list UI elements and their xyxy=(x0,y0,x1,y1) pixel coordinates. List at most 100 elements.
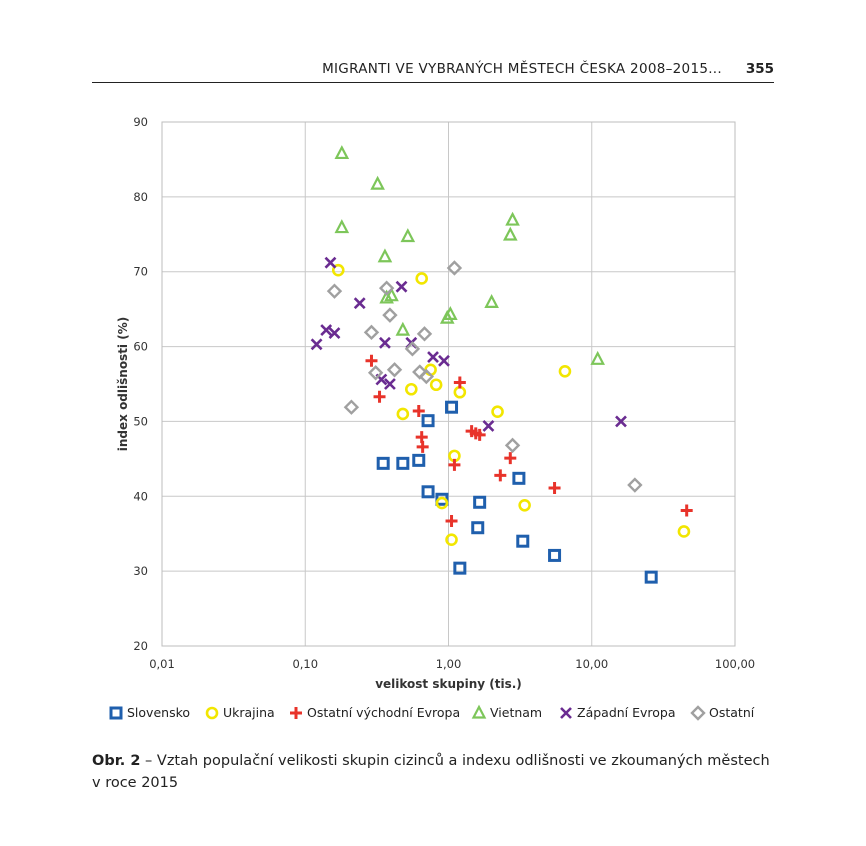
point-diamond xyxy=(378,280,395,296)
legend-label: Slovensko xyxy=(127,705,190,720)
point-plus xyxy=(412,404,425,417)
point-square xyxy=(421,414,435,428)
point-x xyxy=(482,420,495,432)
point-diamond xyxy=(404,341,421,357)
point-square xyxy=(512,471,526,485)
point-diamond xyxy=(367,365,384,381)
point-x xyxy=(427,351,439,363)
point-diamond xyxy=(363,324,380,341)
point-square xyxy=(396,456,410,470)
point-diamond xyxy=(504,437,521,454)
point-diamond xyxy=(418,368,435,385)
point-circle xyxy=(396,407,410,421)
point-square xyxy=(453,561,467,575)
point-square xyxy=(548,548,562,562)
point-circle xyxy=(677,525,691,538)
point-square xyxy=(421,485,435,499)
point-diamond xyxy=(416,326,433,342)
y-tick-label: 90 xyxy=(133,115,148,129)
point-circle xyxy=(429,378,443,392)
point-plus xyxy=(448,458,461,471)
x-tick-label: 100,00 xyxy=(715,657,755,671)
y-tick-label: 30 xyxy=(133,564,148,578)
point-diamond xyxy=(343,399,360,415)
point-triangle xyxy=(443,306,458,320)
point-triangle xyxy=(370,175,385,190)
point-x xyxy=(324,256,337,269)
y-tick-label: 70 xyxy=(133,265,148,279)
point-diamond xyxy=(382,307,398,323)
point-square xyxy=(445,400,459,414)
point-circle xyxy=(435,496,449,510)
point-x xyxy=(353,297,366,310)
point-square xyxy=(412,453,426,467)
point-diamond xyxy=(412,364,428,380)
legend-marker-plus xyxy=(290,707,302,719)
point-triangle xyxy=(400,228,416,243)
x-tick-label: 0,10 xyxy=(292,657,318,671)
running-title: MIGRANTI VE VYBRANÝCH MĚSTECH ČESKA 2008… xyxy=(322,61,722,77)
point-circle xyxy=(518,498,531,512)
point-square xyxy=(644,570,658,584)
page-number: 355 xyxy=(745,61,774,77)
point-circle xyxy=(558,364,572,378)
point-x xyxy=(310,338,323,351)
legend-marker-diamond xyxy=(690,705,706,721)
x-tick-label: 10,00 xyxy=(575,657,608,671)
legend-marker-x xyxy=(560,707,572,719)
point-x xyxy=(328,327,341,340)
point-x xyxy=(395,280,408,293)
y-tick-label: 50 xyxy=(133,414,148,428)
point-triangle xyxy=(502,226,518,241)
point-x xyxy=(379,336,391,349)
point-square xyxy=(376,456,390,470)
point-plus xyxy=(416,440,429,453)
point-triangle xyxy=(377,248,393,263)
point-triangle xyxy=(505,211,520,226)
legend-label: Vietnam xyxy=(490,705,542,720)
caption-label: Obr. 2 xyxy=(92,753,141,769)
point-triangle xyxy=(395,321,411,336)
y-tick-label: 20 xyxy=(133,639,148,653)
point-triangle xyxy=(590,350,605,365)
point-circle xyxy=(415,272,428,285)
point-diamond xyxy=(326,283,343,299)
point-triangle xyxy=(484,294,499,309)
y-tick-label: 80 xyxy=(133,190,148,204)
point-triangle xyxy=(384,287,399,302)
point-circle xyxy=(445,533,458,547)
point-circle xyxy=(453,385,467,399)
y-tick-label: 60 xyxy=(133,340,148,354)
point-plus xyxy=(373,390,386,403)
point-plus xyxy=(680,504,693,517)
point-triangle xyxy=(334,219,350,234)
point-square xyxy=(471,521,485,535)
point-plus xyxy=(548,482,561,495)
legend-label: Západní Evropa xyxy=(577,705,676,720)
point-plus xyxy=(494,469,507,482)
legend-label: Ukrajina xyxy=(223,705,275,720)
y-axis-label: index odlišnosti (%) xyxy=(116,317,130,451)
point-x xyxy=(320,324,333,337)
legend-label: Ostatní xyxy=(709,705,755,720)
legend-marker-triangle xyxy=(471,704,487,719)
point-plus xyxy=(445,514,458,527)
point-diamond xyxy=(386,362,403,378)
point-x xyxy=(384,378,396,390)
point-square xyxy=(516,534,530,548)
point-square xyxy=(473,495,487,509)
point-circle xyxy=(331,263,345,277)
x-tick-label: 1,00 xyxy=(436,657,462,671)
point-x xyxy=(438,354,450,367)
point-triangle xyxy=(334,145,350,160)
figure-caption: Obr. 2 – Vztah populační velikosti skupi… xyxy=(92,750,774,794)
page-header: MIGRANTI VE VYBRANÝCH MĚSTECH ČESKA 2008… xyxy=(92,56,774,83)
caption-text: – Vztah populační velikosti skupin cizin… xyxy=(92,753,770,791)
point-plus xyxy=(365,354,378,367)
point-plus xyxy=(453,376,466,389)
scatter-chart: 20 30 40 50 60 70 80 90 0,01 0,10 1,00 10,00 100,00 v… xyxy=(109,115,755,721)
point-plus xyxy=(473,428,486,441)
y-tick-label: 40 xyxy=(133,489,148,503)
point-circle xyxy=(405,382,418,396)
point-x xyxy=(615,415,627,428)
